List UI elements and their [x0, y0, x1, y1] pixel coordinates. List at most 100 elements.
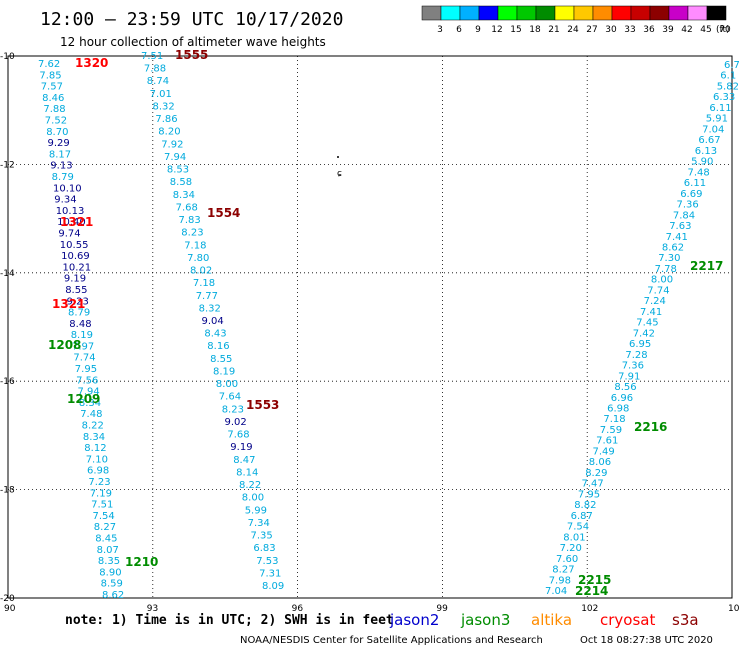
swh-value: 7.59 [600, 425, 622, 436]
swh-value: 7.74 [647, 285, 669, 296]
swh-value: 8.29 [585, 468, 607, 479]
swh-value: 9.74 [58, 229, 80, 240]
legend-swatch [478, 5, 499, 21]
legend-label: 6 [456, 25, 462, 35]
swh-value: 6.33 [713, 92, 735, 103]
swh-value: 7.36 [622, 361, 644, 372]
legend-swatch [554, 5, 575, 21]
swh-value: 7.88 [43, 104, 65, 115]
swh-value: 6.1 [720, 71, 736, 82]
legend-swatch [706, 5, 727, 21]
legend-label: 15 [510, 25, 521, 35]
swh-value: 8.46 [42, 93, 64, 104]
swh-value: 8.00 [651, 275, 673, 286]
swh-value: 7.56 [76, 375, 98, 386]
swh-value: 8.19 [213, 367, 235, 378]
swh-value: 8.62 [662, 243, 684, 254]
swh-value: 7.61 [596, 436, 618, 447]
swh-value: 7.94 [164, 152, 186, 163]
swh-value: 8.16 [207, 341, 229, 352]
swh-value: 10.69 [61, 251, 90, 262]
swh-value: 9.23 [67, 296, 89, 307]
swh-value: 8.32 [153, 102, 175, 113]
lat-tick-label: -12 [0, 160, 15, 170]
swh-value: 7.23 [88, 477, 110, 488]
swh-value: 8.34 [173, 190, 195, 201]
swh-value: 7.51 [91, 500, 113, 511]
pass-time-label: 1555 [175, 48, 208, 62]
swh-value: 10.55 [60, 240, 89, 251]
swh-value: 9.13 [50, 161, 72, 172]
swh-value: 7.04 [545, 586, 567, 597]
legend-swatch [630, 5, 651, 21]
swh-value: 7.45 [636, 318, 658, 329]
island-marker: ɕ [337, 156, 342, 179]
legend-label: 33 [624, 25, 635, 35]
swh-value: 8.79 [68, 308, 90, 319]
swh-value: 9.04 [202, 316, 224, 327]
lat-tick-label: -20 [0, 594, 15, 604]
swh-value: 8.45 [95, 534, 117, 545]
swh-value: 7.54 [93, 511, 115, 522]
swh-value: 8.43 [204, 329, 226, 340]
swh-value: 8.23 [222, 404, 244, 415]
swh-value: 7.49 [593, 446, 615, 457]
axis-tick-labels: 90 93 96 99 102 105 -10 -12 -14 -16 -18 -20 [0, 52, 740, 614]
lat-tick-label: -10 [0, 52, 15, 62]
swh-value: 8.19 [71, 330, 93, 341]
swh-value: 7.54 [567, 522, 589, 533]
swh-value: 6.7 [724, 60, 740, 71]
swh-value: 8.17 [49, 149, 71, 160]
swh-value: 6.11 [684, 178, 706, 189]
swh-value: 9.34 [54, 195, 76, 206]
swh-value: 7.94 [78, 387, 100, 398]
lon-tick-label: 93 [147, 604, 158, 614]
lat-tick-label: -14 [0, 269, 15, 279]
swh-value: 8.47 [233, 455, 255, 466]
legend-swatch [573, 5, 594, 21]
units-note: note: 1) Time is in UTC; 2) SWH is in fe… [65, 613, 394, 628]
legend-label: 27 [586, 25, 597, 35]
swh-value: 7.47 [582, 479, 604, 490]
lat-lon-grid [8, 56, 732, 598]
credit-text: NOAA/NESDIS Center for Satellite Applica… [240, 635, 543, 646]
swh-value: 7.18 [193, 278, 215, 289]
swh-value: 8.07 [97, 545, 119, 556]
map-subtitle: 12 hour collection of altimeter wave hei… [60, 35, 326, 49]
swh-value: 7.62 [38, 59, 60, 70]
pass-time-label: 1320 [75, 56, 108, 70]
swh-value: 6.96 [611, 393, 633, 404]
lon-tick-label: 90 [4, 604, 16, 614]
swh-value: 8.58 [170, 177, 192, 188]
swh-value: 7.63 [669, 221, 691, 232]
swh-value: 7.80 [187, 253, 209, 264]
swh-value: 9.02 [225, 417, 247, 428]
swh-value: 8.55 [65, 285, 87, 296]
swh-value: 7.18 [603, 414, 625, 425]
pass-time-label: 2216 [634, 420, 667, 434]
swh-value: 7.98 [549, 575, 571, 586]
swh-value: 7.83 [179, 215, 201, 226]
swh-value: 7.88 [144, 64, 166, 75]
swh-value: 6.98 [607, 404, 629, 415]
swh-value: 8.35 [98, 556, 120, 567]
swh-value: 8.09 [262, 581, 284, 592]
swh-value: 5.91 [706, 114, 728, 125]
swh-value: 7.77 [196, 291, 218, 302]
swh-value: 8.74 [147, 76, 169, 87]
swh-value: 7.42 [633, 328, 655, 339]
swh-value: 8.20 [158, 127, 180, 138]
pass-time-labels: 1320 1555 1321 1554 1321 1208 1209 1553 1210 2217… [48, 48, 723, 598]
swh-value: 8.00 [242, 493, 264, 504]
swh-value: 7.86 [155, 114, 177, 125]
map-title: 12:00 – 23:59 UTC 10/17/2020 [40, 9, 343, 30]
swh-value: 7.60 [556, 554, 578, 565]
swh-value: 8.27 [552, 565, 574, 576]
swh-value: 8.53 [167, 165, 189, 176]
satellite-name: altika [531, 611, 572, 629]
legend-swatch [497, 5, 518, 21]
swh-value: 7.28 [625, 350, 647, 361]
swh-value: 6.13 [695, 146, 717, 157]
swh-value: 8.01 [563, 532, 585, 543]
pass-time-label: 1554 [207, 206, 240, 220]
